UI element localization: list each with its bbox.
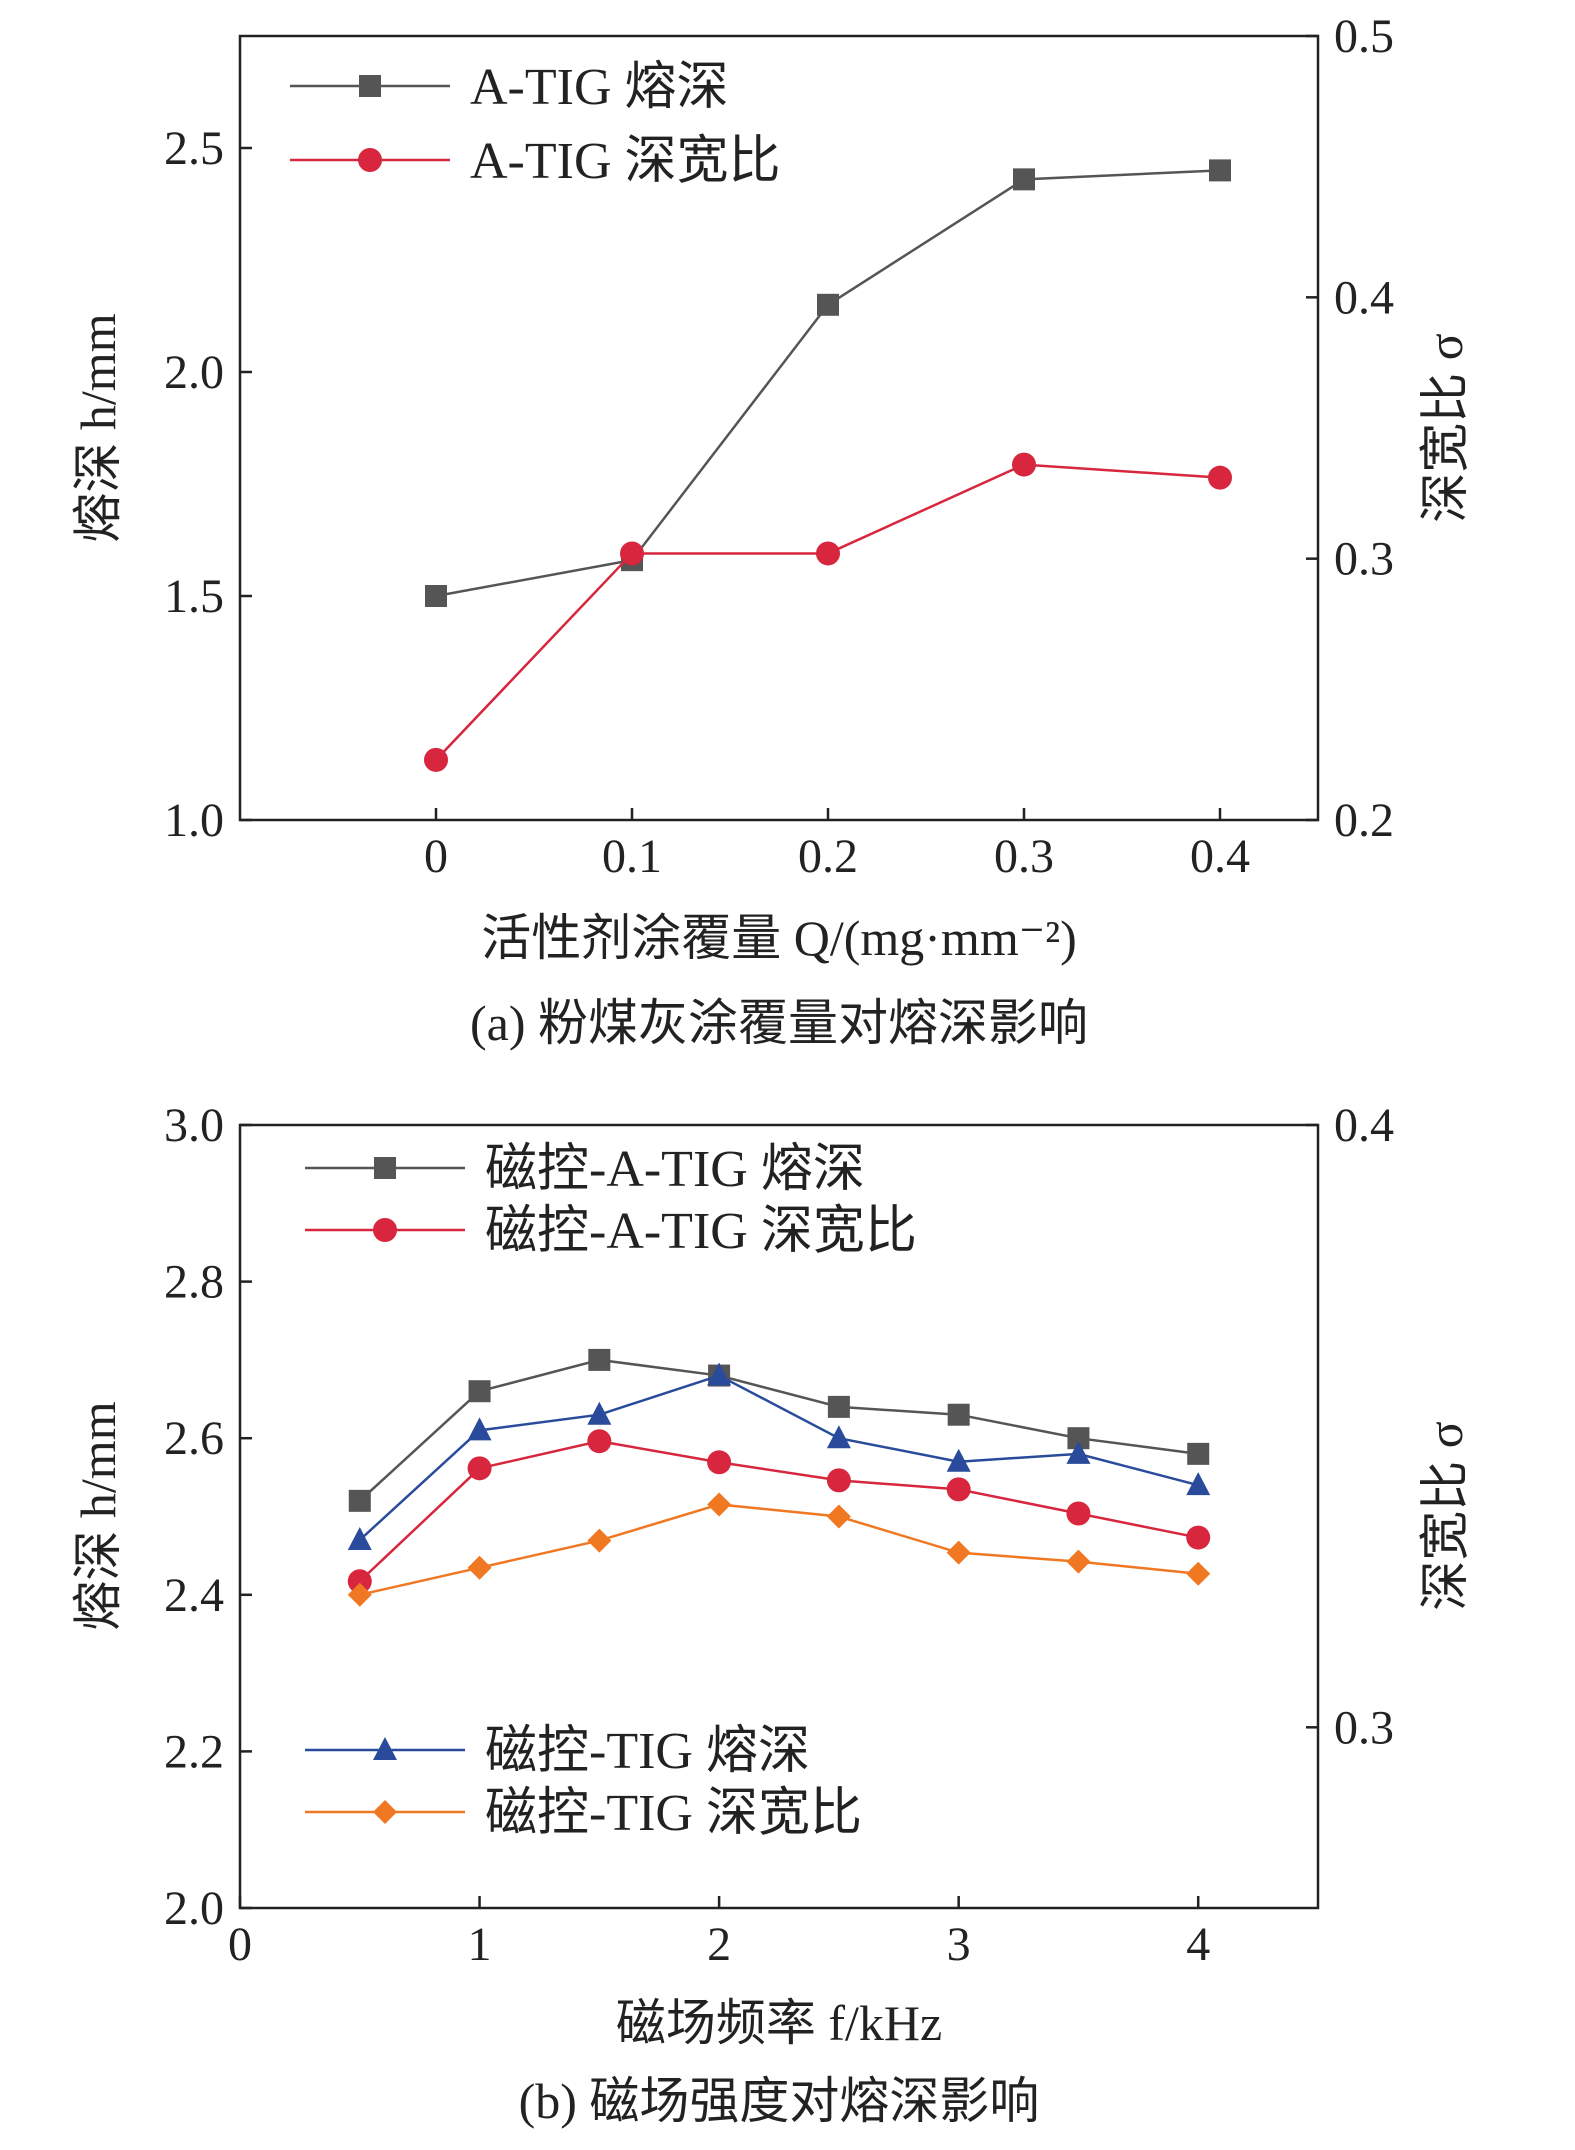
y2-tick-label: 0.4 [1334, 1099, 1394, 1152]
series-line-1 [435, 169, 1221, 598]
legend-marker [373, 1737, 397, 1760]
y-tick-label: 1.0 [164, 794, 224, 847]
legend-marker [358, 148, 382, 172]
x-tick-label: 2 [707, 1918, 731, 1971]
data-point-4 [826, 1504, 851, 1529]
data-point-2 [620, 541, 644, 566]
data-point-2 [816, 541, 840, 566]
y2-tick-label: 0.4 [1334, 271, 1394, 324]
caption-a: (a) 粉煤灰涂覆量对熔深影响 [470, 995, 1088, 1051]
legend-marker [374, 1157, 396, 1179]
data-point-3 [707, 1362, 732, 1386]
data-point-1 [1209, 159, 1231, 182]
y-tick-label: 2.0 [164, 346, 224, 399]
legend-marker [373, 1800, 397, 1824]
data-point-2 [424, 747, 448, 772]
y-tick-label: 1.5 [164, 570, 224, 623]
data-point-2 [1208, 465, 1232, 490]
legend-label: 磁控-A-TIG 深宽比 [485, 1203, 917, 1260]
legend-label: A-TIG 深宽比 [470, 133, 781, 190]
data-point-4 [1186, 1561, 1211, 1586]
data-point-3 [467, 1417, 492, 1441]
data-point-1 [817, 293, 839, 316]
series-line-1 [358, 1358, 1199, 1502]
y-tick-label: 3.0 [164, 1099, 224, 1152]
x-axis-title-a: 活性剂涂覆量 Q/(mg·mm⁻²) [481, 910, 1077, 966]
data-point-4 [347, 1582, 372, 1607]
legend-label: 磁控-TIG 深宽比 [485, 1785, 862, 1842]
caption-b: (b) 磁场强度对熔深影响 [519, 2073, 1040, 2129]
panel-b: 0 1 2 3 4 2.0 2.2 2.4 2.6 2.8 3.0 0.3 0.4 磁控-A-TIG… [70, 1099, 1473, 2129]
x-tick-label: 0.4 [1190, 830, 1250, 883]
x-tick-label: 0 [228, 1918, 252, 1971]
y-tick-label: 2.0 [164, 1882, 224, 1935]
data-point-1 [947, 1403, 970, 1426]
data-point-1 [348, 1489, 371, 1512]
data-point-2 [1012, 452, 1036, 477]
data-point-1 [588, 1348, 611, 1371]
data-point-1 [425, 585, 447, 607]
data-point-2 [707, 1450, 732, 1475]
x-tick-label: 0.1 [602, 830, 662, 883]
data-point-1 [1067, 1427, 1090, 1450]
x-tick-label: 0 [424, 830, 448, 883]
series-line-2 [358, 1439, 1199, 1583]
x-tick-label: 0.2 [798, 830, 858, 883]
series-line-2 [435, 463, 1221, 761]
data-point-4 [707, 1492, 732, 1517]
y2-axis-title-a: 深宽比 σ [1417, 333, 1473, 522]
legend-label: 磁控-A-TIG 熔深 [485, 1141, 865, 1198]
series-line-3 [358, 1374, 1199, 1541]
data-point-2 [467, 1456, 492, 1481]
data-point-1 [1013, 168, 1035, 191]
data-point-4 [467, 1555, 492, 1580]
data-point-2 [587, 1429, 612, 1454]
data-point-2 [347, 1569, 372, 1594]
data-point-4 [946, 1540, 971, 1565]
legend-marker [373, 1218, 397, 1242]
x-tick-label: 4 [1186, 1918, 1210, 1971]
data-point-1 [1187, 1442, 1210, 1465]
y2-axis-title-b: 深宽比 σ [1417, 1421, 1473, 1610]
y-tick-label: 2.4 [164, 1569, 224, 1622]
y2-tick-label: 0.3 [1334, 533, 1394, 586]
series-line-4 [359, 1503, 1199, 1597]
y-axis-title-a: 熔深 h/mm [70, 313, 126, 542]
legend-label: A-TIG 熔深 [470, 59, 729, 116]
y2-tick-label: 0.5 [1334, 10, 1394, 63]
data-point-3 [826, 1425, 851, 1449]
plot-frame-a [238, 34, 1320, 822]
data-point-4 [1066, 1549, 1091, 1574]
data-point-3 [587, 1401, 612, 1425]
x-tick-label: 1 [468, 1918, 492, 1971]
data-point-1 [468, 1380, 491, 1403]
y-tick-label: 2.2 [164, 1725, 224, 1778]
x-tick-label: 0.3 [994, 830, 1054, 883]
legend-label: 磁控-TIG 熔深 [485, 1723, 810, 1780]
data-point-2 [826, 1468, 851, 1493]
y2-tick-label: 0.2 [1334, 794, 1394, 847]
data-point-1 [827, 1395, 850, 1418]
data-point-3 [1186, 1472, 1211, 1496]
data-point-4 [587, 1528, 612, 1553]
data-point-3 [347, 1526, 372, 1550]
plot-frame-b [238, 1123, 1320, 1910]
legend-marker [359, 75, 381, 97]
y-axis-title-b: 熔深 h/mm [70, 1401, 126, 1630]
data-point-2 [1066, 1501, 1091, 1526]
data-point-2 [1186, 1525, 1211, 1550]
y2-tick-label: 0.3 [1334, 1701, 1394, 1754]
data-point-2 [946, 1477, 971, 1502]
x-tick-label: 3 [947, 1918, 971, 1971]
panel-a: 0 0.1 0.2 0.3 0.4 1.01.52.02.5 0.20.30.40.5 … [70, 10, 1473, 1051]
x-axis-title-b: 磁场频率 f/kHz [616, 1995, 942, 2051]
y-tick-label: 2.5 [164, 122, 224, 175]
y-tick-label: 2.6 [164, 1412, 224, 1465]
data-point-3 [946, 1448, 971, 1472]
data-point-3 [1066, 1440, 1091, 1464]
y-tick-label: 2.8 [164, 1256, 224, 1309]
